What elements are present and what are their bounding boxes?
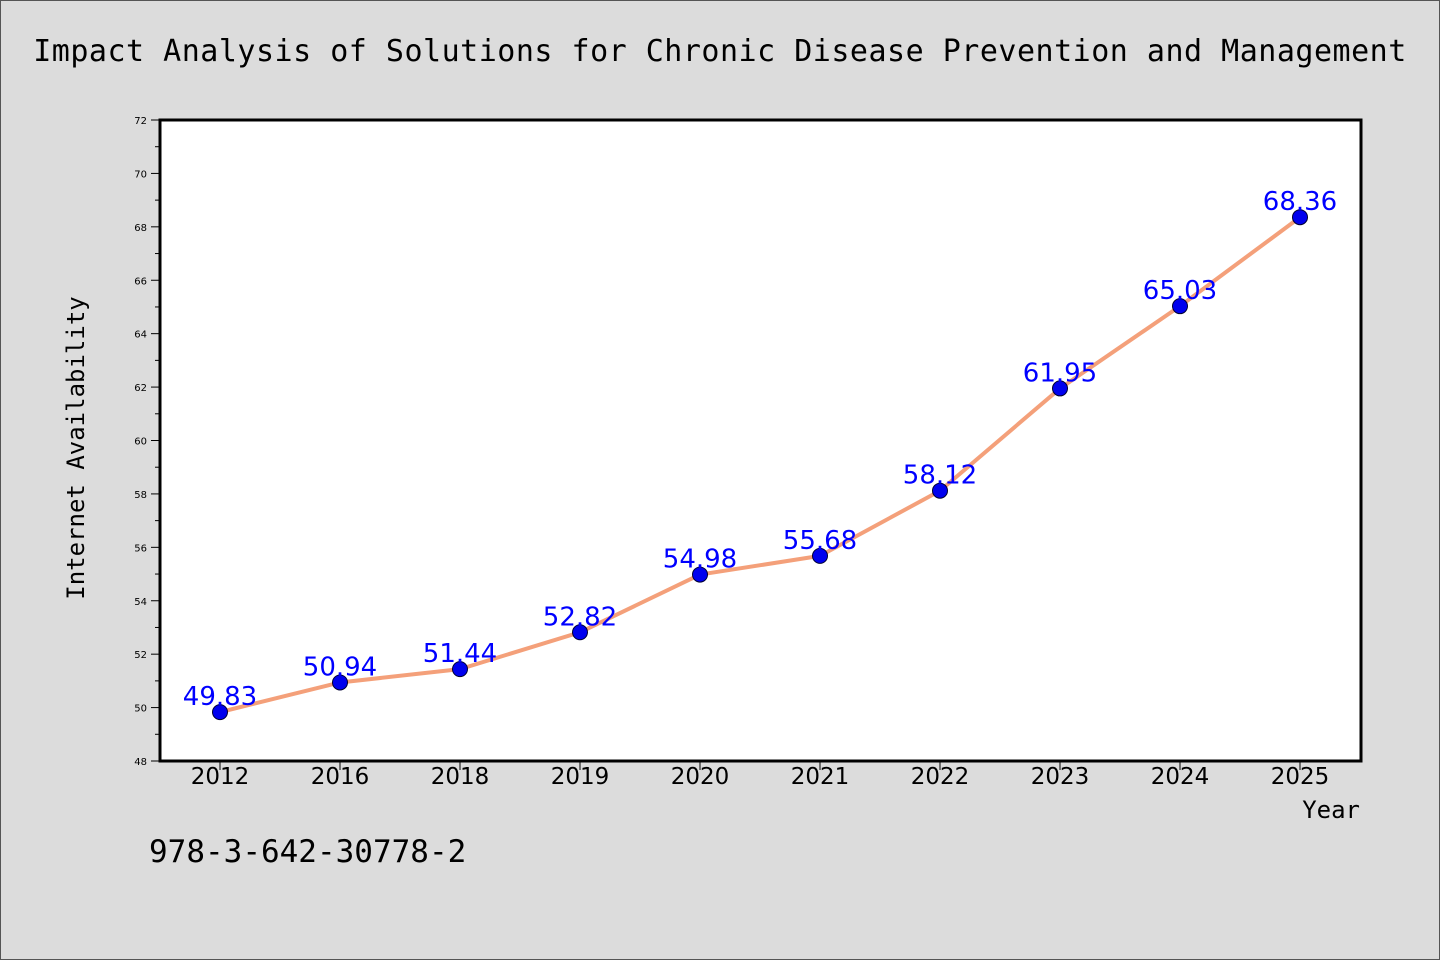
data-label: 54.98 [663, 545, 737, 575]
x-tick-label: 2020 [671, 764, 730, 790]
x-tick-label: 2016 [311, 764, 370, 790]
y-tick-label: 50 [134, 704, 147, 715]
y-tick-label: 68 [134, 223, 147, 234]
plot-border [158, 118, 1363, 763]
data-label: 49.83 [183, 682, 257, 712]
data-point [1052, 380, 1068, 397]
data-label: 58.12 [903, 461, 977, 491]
y-tick-label: 66 [134, 276, 147, 287]
y-tick-label: 52 [134, 650, 147, 661]
x-tick-label: 2018 [431, 764, 490, 790]
data-label: 55.68 [783, 526, 857, 556]
data-point [572, 624, 588, 641]
data-point [692, 566, 708, 583]
y-tick-label: 62 [134, 383, 147, 394]
data-point [812, 547, 828, 564]
x-tick-label: 2024 [1151, 764, 1210, 790]
x-tick-label: 2025 [1271, 764, 1330, 790]
data-point [332, 674, 348, 691]
x-tick-label: 2019 [551, 764, 610, 790]
x-tick-label: 2023 [1031, 764, 1090, 790]
series-layer: 49.83 50.94 51.44 52.82 54.98 55.68 58.12 61.95… [183, 187, 1337, 721]
data-label: 52.82 [543, 602, 617, 632]
data-point [1172, 298, 1188, 315]
x-tick-label: 2012 [191, 764, 250, 790]
data-point [212, 704, 228, 721]
y-tick-label: 58 [134, 490, 147, 501]
y-tick-label: 72 [134, 116, 147, 127]
chart-title: Impact Analysis of Solutions for Chronic… [33, 34, 1407, 69]
x-tick-label: 2021 [791, 764, 850, 790]
y-tick-label: 64 [134, 330, 147, 341]
x-axis-label: Year [1302, 796, 1360, 824]
x-tick-label: 2022 [911, 764, 970, 790]
data-label: 65.03 [1143, 276, 1217, 306]
y-tick-label: 54 [134, 597, 147, 608]
data-point [932, 482, 948, 499]
data-point [1292, 209, 1308, 226]
data-point [452, 661, 468, 678]
y-tick-label: 60 [134, 437, 147, 448]
data-label: 68.36 [1263, 187, 1337, 217]
y-tick-label: 70 [134, 169, 147, 180]
y-tick-label: 56 [134, 543, 147, 554]
x-axis: 2012 2016 2018 2019 2020 2021 2022 2023 2024 2025 [191, 761, 1330, 790]
series-line [218, 215, 1302, 715]
footnote-isbn: 978-3-642-30778-2 [149, 834, 467, 870]
data-label: 61.95 [1023, 358, 1097, 388]
data-label: 51.44 [423, 639, 497, 669]
y-axis: 48 50 52 54 56 58 60 62 64 66 68 70 72 [134, 116, 160, 768]
y-tick-label: 48 [134, 757, 147, 768]
plot-area [160, 120, 1361, 761]
data-label: 50.94 [303, 652, 377, 682]
